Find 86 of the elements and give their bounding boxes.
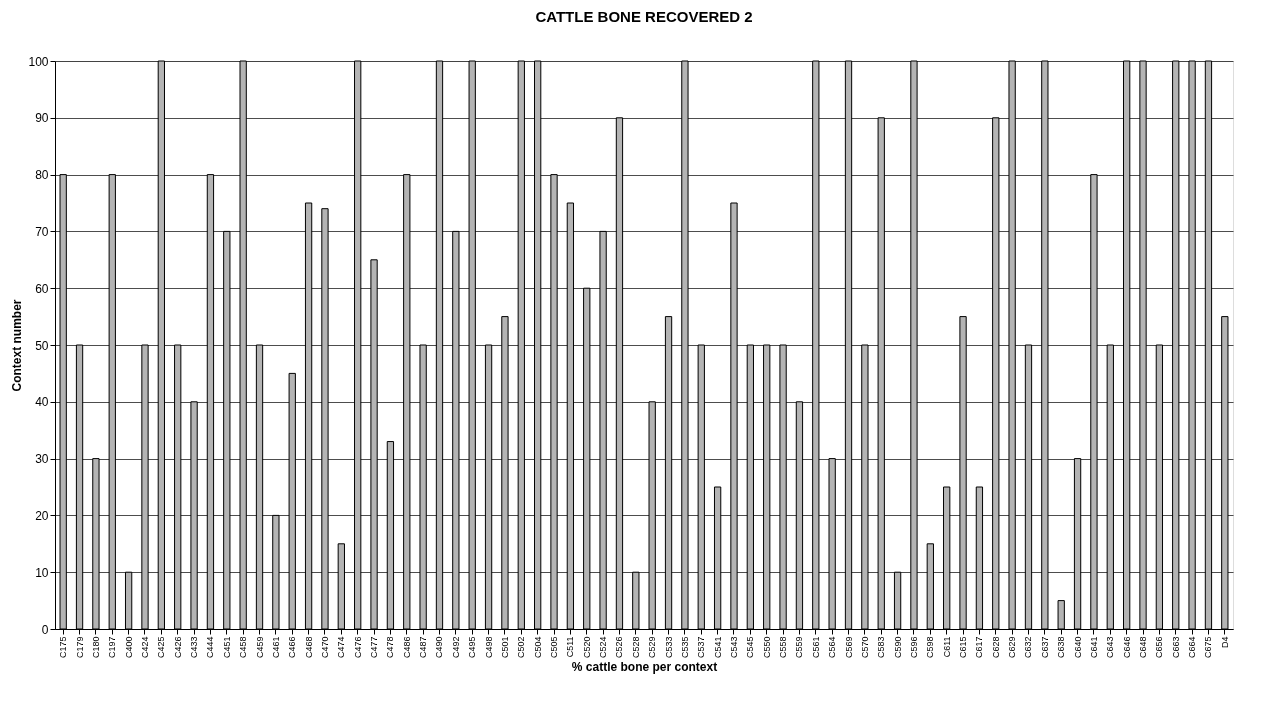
y-tick-label: 20 [35,508,49,523]
x-tick-label: C648 [1138,636,1149,659]
x-tick-label: C559 [794,636,805,659]
x-tick-label: C558 [778,636,789,659]
x-tick-label: C541 [712,636,723,659]
x-tick-label: C643 [1105,636,1116,659]
x-tick-label: C537 [696,636,707,659]
x-tick-label: C640 [1072,636,1083,659]
x-tick-label: C598 [925,636,936,659]
x-tick-label: C628 [990,636,1001,659]
x-tick-label: C490 [434,636,445,659]
x-tick-label: C646 [1121,636,1132,659]
x-tick-label: C524 [598,636,609,659]
x-tick-label: C179 [74,636,85,659]
x-tick-label: C632 [1023,636,1034,659]
x-tick-label: C487 [418,636,429,659]
x-tick-label: C501 [499,636,510,659]
x-tick-label: C180 [90,636,101,659]
x-tick-label: C611 [941,636,952,658]
y-tick-label: 70 [35,224,49,239]
x-tick-label: C583 [876,636,887,659]
x-tick-label: C629 [1007,636,1018,659]
x-tick-label: C486 [401,636,412,659]
x-tick-label: C533 [663,636,674,659]
x-tick-label: C197 [107,636,118,659]
x-tick-label: C596 [908,636,919,659]
x-tick-label: C433 [189,636,200,659]
x-tick-label: C502 [516,636,527,659]
x-tick-label: C564 [827,636,838,659]
x-tick-label: C498 [483,636,494,659]
y-tick-label: 90 [35,111,49,126]
x-tick-label: C617 [974,636,985,659]
x-tick-label: C637 [1039,636,1050,659]
x-tick-label: C570 [859,636,870,659]
x-tick-label: C526 [614,636,625,659]
x-tick-label: C470 [319,636,330,659]
x-tick-label: C459 [254,636,265,659]
x-tick-label: C444 [205,636,216,659]
x-tick-label: C561 [810,636,821,659]
x-tick-label: C425 [156,636,167,659]
x-tick-label: C663 [1170,636,1181,659]
y-tick-label: 80 [35,168,49,183]
y-tick-label: 10 [35,565,49,580]
x-tick-label: C529 [647,636,658,659]
x-tick-label: C478 [385,636,396,659]
x-tick-label: C426 [172,636,183,659]
x-tick-label: C550 [761,636,772,659]
x-tick-label: C495 [467,636,478,659]
x-tick-label: C569 [843,636,854,659]
x-tick-label: C504 [532,636,543,659]
x-tick-label: C656 [1154,636,1165,659]
x-tick-label: C451 [221,636,232,659]
x-tick-label: C528 [630,636,641,659]
x-tick-label: C638 [1056,636,1067,659]
x-tick-label: C466 [287,636,298,659]
x-tick-label: C476 [352,636,363,659]
x-tick-label: C492 [450,636,461,659]
x-tick-label: C535 [679,636,690,659]
x-tick-label: C461 [270,636,281,659]
x-tick-label: C458 [238,636,249,659]
y-tick-label: 100 [28,54,49,69]
x-tick-label: C641 [1088,636,1099,659]
x-tick-label: C468 [303,636,314,659]
y-tick-label: 60 [35,281,49,296]
x-tick-label: D4 [1219,636,1230,649]
x-tick-label: C477 [369,636,380,659]
x-tick-label: C545 [745,636,756,659]
x-tick-label: C543 [728,636,739,659]
x-tick-label: C424 [139,636,150,659]
x-tick-label: C511 [565,636,576,658]
x-tick-label: C590 [892,636,903,659]
y-tick-label: 50 [35,338,49,353]
chart-title: CATTLE BONE RECOVERED 2 [535,8,753,25]
x-tick-label: C400 [123,636,134,659]
x-tick-label: C175 [58,636,69,659]
x-tick-label: C615 [958,636,969,659]
x-tick-label: C520 [581,636,592,659]
y-axis-title: Context number [10,299,25,392]
y-tick-label: 0 [41,622,49,637]
x-axis-title: % cattle bone per context [571,660,718,675]
x-tick-label: C664 [1187,636,1198,659]
x-tick-label: C474 [336,636,347,659]
x-tick-label: C505 [549,636,560,659]
x-tick-label: C675 [1203,636,1214,659]
y-tick-label: 30 [35,452,49,467]
y-tick-label: 40 [35,395,49,410]
